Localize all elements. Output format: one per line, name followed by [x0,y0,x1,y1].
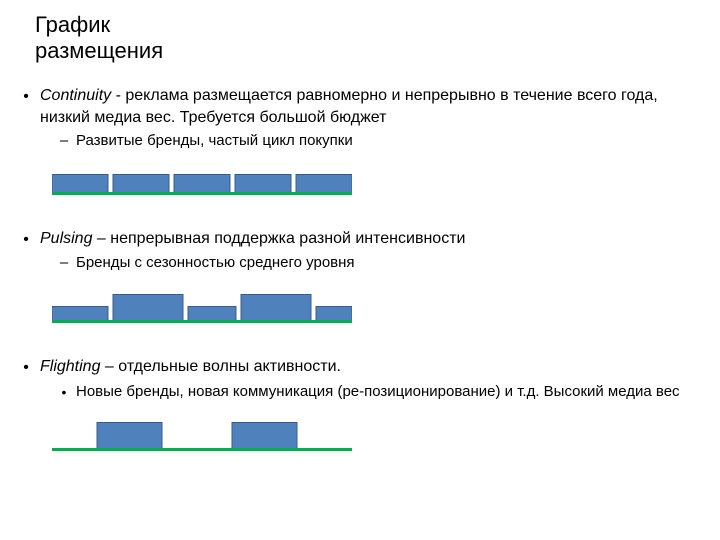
sub-marker: • [52,382,76,401]
desc-flighting: – отдельные волны активности. [100,358,340,375]
bullet-marker: • [12,228,40,251]
bullet-flighting: • Flighting – отдельные волны активности… [12,356,708,379]
section-continuity: • Continuity - реклама размещается равно… [12,85,708,200]
bullet-text: Continuity - реклама размещается равноме… [40,85,708,128]
section-flighting: • Flighting – отдельные волны активности… [12,356,708,456]
term-flighting: Flighting [40,358,100,375]
chart-pulsing [52,281,708,328]
chart-continuity [52,159,708,200]
sub-marker: – [52,131,76,151]
desc-pulsing: – непрерывная поддержка разной интенсивн… [92,230,465,247]
bullet-text: Pulsing – непрерывная поддержка разной и… [40,228,465,250]
sub-text: Бренды с сезонностью среднего уровня [76,253,355,273]
desc-continuity: - реклама размещается равномерно и непре… [40,87,658,126]
slide: График размещения • Continuity - реклама… [0,0,720,540]
title-line1: График [35,12,110,37]
chart-flighting [52,409,708,456]
bullet-continuity: • Continuity - реклама размещается равно… [12,85,708,128]
sub-flighting: • Новые бренды, новая коммуникация (ре-п… [52,382,708,402]
sub-continuity: – Развитые бренды, частый цикл покупки [52,131,708,151]
page-title: График размещения [35,12,163,65]
bullet-marker: • [12,356,40,379]
term-continuity: Continuity [40,87,111,104]
sub-text: Развитые бренды, частый цикл покупки [76,131,353,151]
section-pulsing: • Pulsing – непрерывная поддержка разной… [12,228,708,328]
sub-pulsing: – Бренды с сезонностью среднего уровня [52,253,708,273]
bullet-pulsing: • Pulsing – непрерывная поддержка разной… [12,228,708,251]
slide-body: • Continuity - реклама размещается равно… [12,85,708,484]
sub-text: Новые бренды, новая коммуникация (ре-поз… [76,382,680,402]
bullet-text: Flighting – отдельные волны активности. [40,356,341,378]
term-pulsing: Pulsing [40,230,92,247]
sub-marker: – [52,253,76,273]
bullet-marker: • [12,85,40,108]
title-line2: размещения [35,38,163,63]
